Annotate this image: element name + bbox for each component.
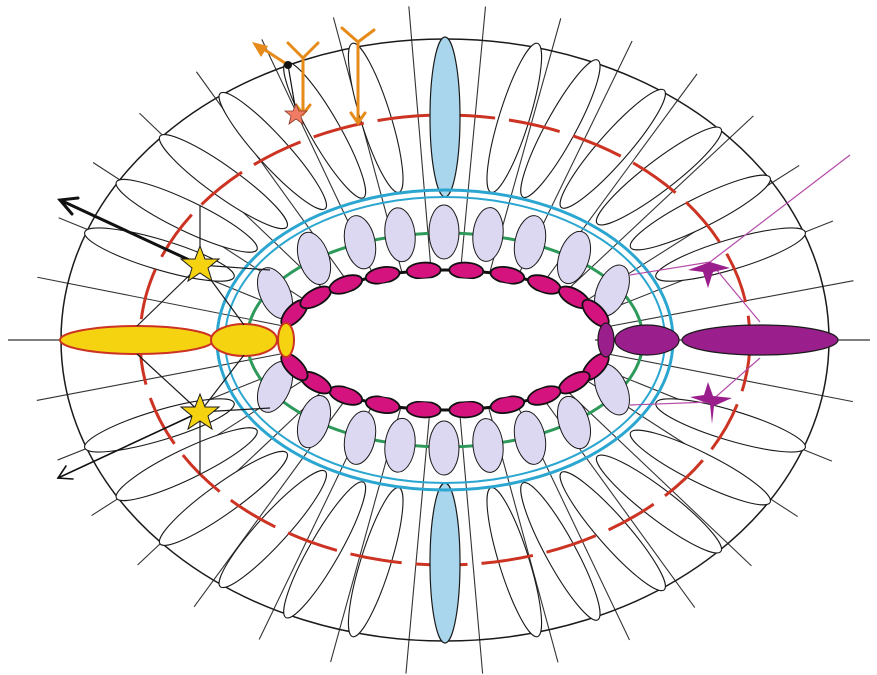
- magenta-cell: [489, 395, 526, 414]
- arrow-icon: [57, 196, 202, 267]
- outer-cell: [559, 88, 666, 209]
- lavender-cell: [384, 207, 416, 263]
- lavender-cell-ring: [256, 204, 630, 476]
- star-icon: [179, 392, 221, 431]
- lavender-cell: [428, 420, 460, 476]
- tripolar-cell-icon: [688, 262, 730, 288]
- spoke-line: [602, 280, 854, 329]
- orange-arrow-head: [252, 42, 268, 57]
- lavender-cell: [472, 207, 504, 262]
- lavender-cell: [513, 215, 547, 270]
- spoke-line: [37, 276, 288, 328]
- tripolar-cell-icon: [690, 382, 732, 424]
- outer-cell: [629, 429, 771, 506]
- lavender-cell: [556, 230, 592, 285]
- lavender-cell: [513, 410, 547, 465]
- arrow-icon: [56, 411, 201, 480]
- lavender-cell: [428, 204, 460, 260]
- outer-cell-ring: [84, 42, 806, 638]
- center-lumen: [295, 278, 595, 402]
- star-icon: [179, 244, 221, 283]
- spoke-line: [405, 409, 431, 674]
- magenta-cell: [364, 266, 401, 285]
- light-blue-cell-top: [429, 36, 461, 198]
- magenta-cell: [526, 385, 562, 406]
- spoke-line: [562, 386, 752, 567]
- yellow-cell-inner: [277, 322, 295, 358]
- lavender-cell: [343, 410, 377, 465]
- yellow-cells: [59, 322, 295, 358]
- lavender-cell: [296, 395, 332, 449]
- purple-cell-inner: [597, 322, 615, 358]
- purple-cell-middle: [614, 324, 680, 356]
- spoke-line: [458, 409, 484, 674]
- lavender-cell: [556, 395, 592, 450]
- spoke-line: [602, 352, 854, 403]
- magenta-cell: [328, 274, 364, 295]
- lavender-cell: [384, 417, 416, 473]
- magenta-cell: [489, 266, 526, 285]
- magenta-cell: [448, 400, 485, 419]
- purple-neurons: [629, 154, 851, 406]
- yellow-cell-middle: [210, 323, 278, 357]
- lavender-cell: [343, 215, 377, 270]
- magenta-cell: [405, 261, 442, 280]
- orange-arrows: [260, 26, 376, 126]
- spoke-line: [563, 115, 754, 294]
- outer-cell: [115, 427, 258, 502]
- star-icon: [283, 102, 309, 125]
- magenta-cell: [448, 261, 485, 280]
- yellow-cell-outer: [59, 325, 215, 355]
- magenta-cell: [364, 395, 401, 414]
- lavender-cell: [296, 231, 332, 285]
- light-blue-cell-bottom: [429, 482, 461, 644]
- spoke-line: [408, 6, 432, 271]
- purple-cell-outer: [681, 324, 839, 356]
- purple-cells: [597, 322, 839, 358]
- dot-connector: [287, 64, 297, 113]
- lavender-cell: [472, 418, 504, 473]
- magenta-cell: [405, 400, 442, 419]
- spoke-line: [460, 6, 487, 271]
